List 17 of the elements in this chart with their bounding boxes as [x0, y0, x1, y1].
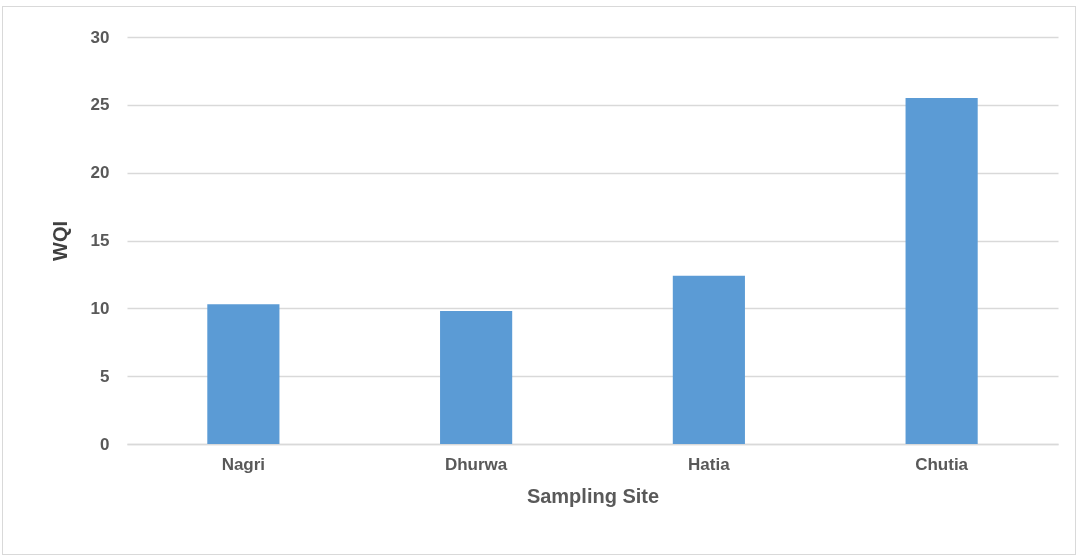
x-tick-label: Dhurwa	[444, 454, 508, 474]
y-tick-label: 5	[100, 366, 110, 386]
y-tick-label: 0	[100, 434, 110, 454]
y-tick-label: 10	[90, 298, 110, 318]
y-tick-label: 25	[90, 95, 110, 115]
bar	[440, 311, 513, 444]
bar	[207, 304, 280, 444]
x-axis-title: Sampling Site	[526, 484, 660, 507]
bar	[672, 275, 745, 444]
x-tick-label: Nagri	[221, 454, 266, 474]
bar	[905, 98, 978, 444]
y-tick-label: 15	[90, 231, 110, 250]
y-tick-label: 30	[90, 27, 110, 47]
y-tick-label: 20	[90, 163, 110, 183]
x-tick-label: Chutia	[915, 454, 969, 474]
x-tick-label: Hatia	[688, 454, 731, 474]
y-axis-title: WQI	[48, 221, 71, 261]
